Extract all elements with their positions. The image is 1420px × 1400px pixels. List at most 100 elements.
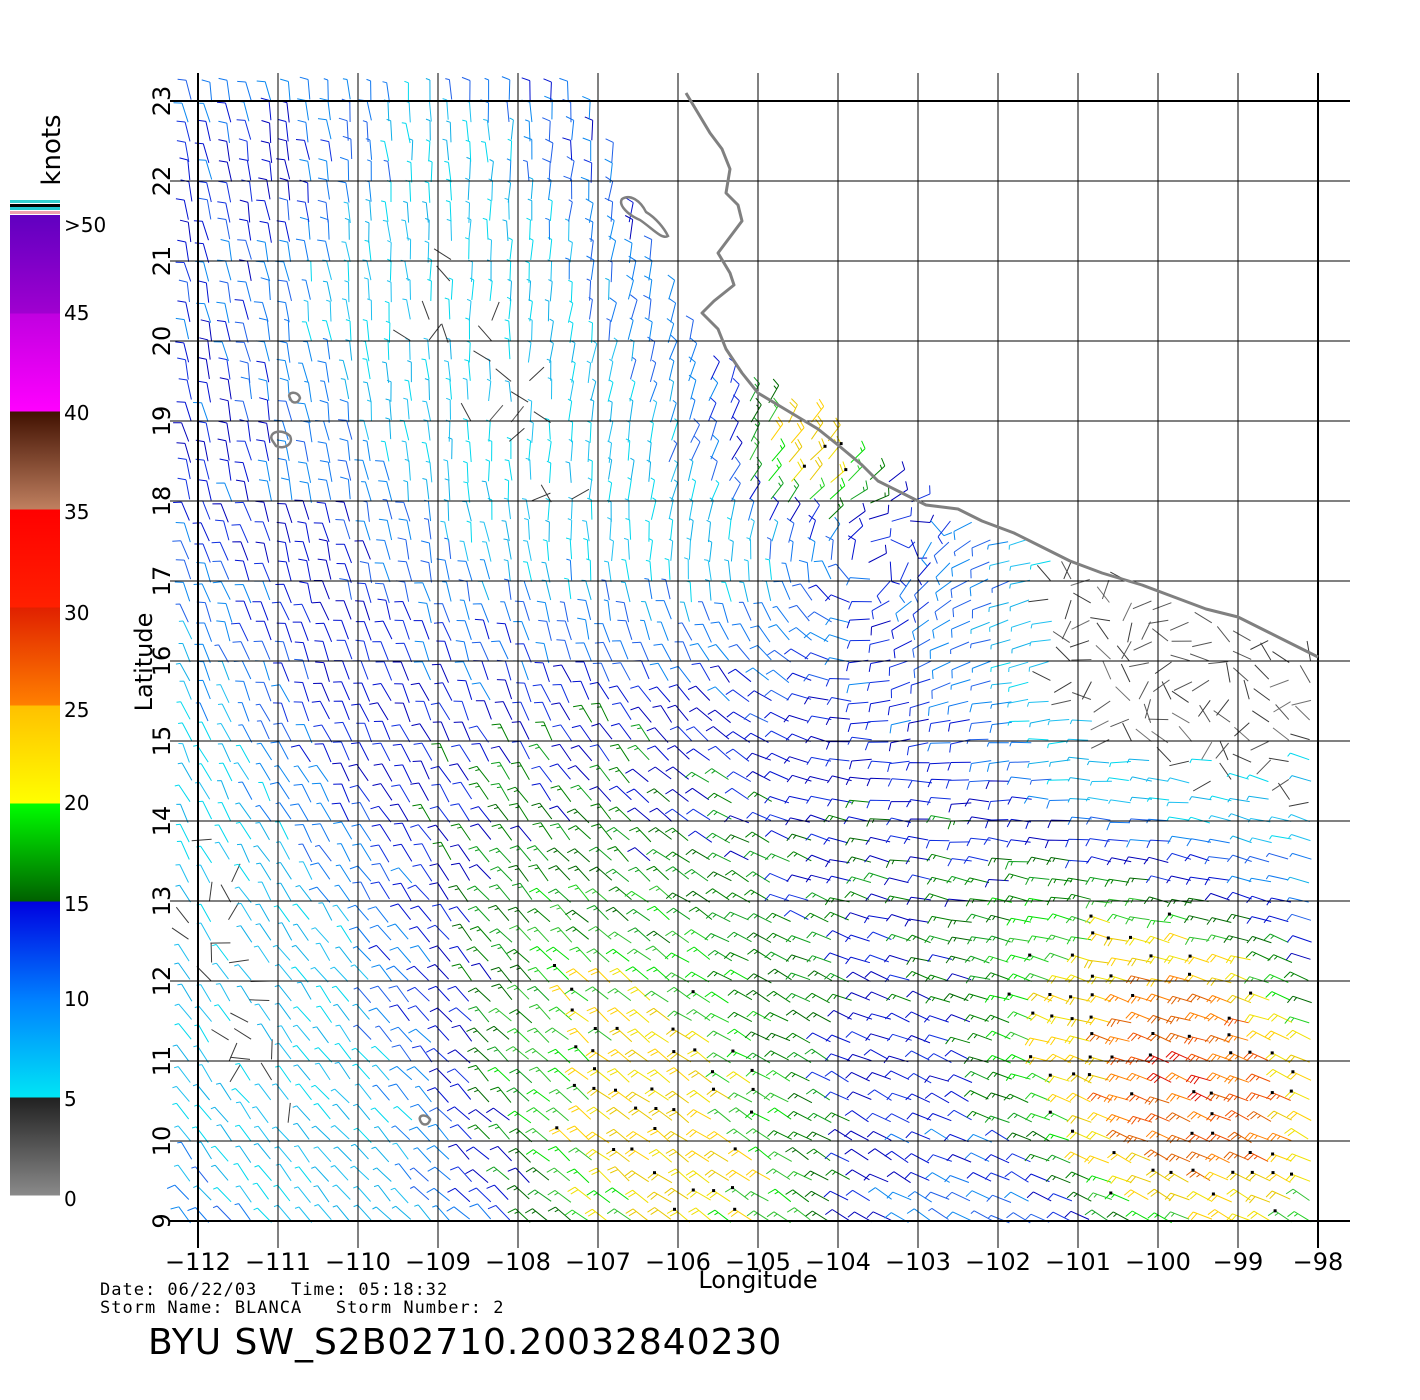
- wind-barb: [295, 439, 309, 462]
- wind-barb: [421, 441, 431, 463]
- wind-barb: [885, 859, 910, 869]
- wind-barb: [372, 1167, 392, 1182]
- lat-tick-label: 19: [148, 406, 176, 437]
- wind-barb: [414, 1085, 432, 1103]
- rain-flag: [1191, 1168, 1195, 1172]
- wind-barb: [648, 885, 673, 900]
- legend-label: 25: [64, 698, 89, 722]
- wind-barb: [1246, 795, 1269, 801]
- wind-barb: [647, 1048, 671, 1063]
- wind-barb: [489, 1145, 512, 1162]
- wind-barb: [269, 781, 290, 800]
- wind-barb: [1165, 1134, 1191, 1144]
- wind-barb: [691, 662, 711, 681]
- wind-barb: [845, 799, 870, 809]
- wind-barb: [825, 678, 850, 687]
- wind-barb: [1144, 699, 1151, 719]
- wind-barb: [926, 876, 952, 885]
- wind-barb: [397, 560, 413, 582]
- wind-barb: [786, 1110, 812, 1122]
- wind-barb: [1266, 1092, 1291, 1101]
- wind-barb: [339, 578, 352, 600]
- wind-barb: [1064, 1035, 1090, 1045]
- wind-barb: [355, 639, 370, 661]
- wind-barb: [359, 561, 372, 584]
- wind-barb: [351, 703, 370, 722]
- wind-barb: [1051, 699, 1072, 706]
- wind-barb: [255, 340, 270, 362]
- wind-barb: [586, 1068, 611, 1082]
- wind-barb: [743, 850, 769, 860]
- wind-barb: [484, 77, 490, 100]
- wind-barb: [766, 537, 772, 560]
- wind-barb: [296, 200, 310, 222]
- wind-barb: [291, 944, 310, 962]
- wind-barb: [786, 517, 795, 543]
- wind-barb: [772, 605, 790, 623]
- wind-barb: [668, 496, 674, 520]
- wind-barb: [541, 561, 551, 583]
- wind-barb: [510, 825, 532, 842]
- wind-barb: [764, 951, 790, 962]
- wind-barb: [983, 955, 1009, 964]
- wind-barb: [506, 984, 530, 1000]
- wind-barb: [480, 141, 489, 163]
- wind-barb: [330, 1088, 350, 1104]
- wind-barb: [805, 735, 831, 744]
- wind-barb: [563, 577, 572, 600]
- wind-barb: [405, 179, 412, 202]
- wind-barb: [217, 201, 231, 223]
- wind-barb: [521, 77, 531, 101]
- wind-barb: [1185, 1053, 1211, 1063]
- wind-barb: [1216, 626, 1231, 643]
- wind-barb: [798, 559, 810, 583]
- wind-barb: [413, 742, 433, 761]
- wind-barb: [764, 853, 790, 862]
- wind-barb: [767, 649, 791, 663]
- wind-barb: [709, 415, 718, 441]
- wind-barb: [372, 742, 391, 762]
- wind-barb: [515, 643, 532, 663]
- wind-barb: [387, 258, 392, 281]
- wind-barb: [1147, 1014, 1172, 1024]
- wind-barb: [904, 1011, 930, 1021]
- wind-barb: [546, 847, 570, 862]
- wind-barb: [474, 618, 490, 640]
- wind-barb: [688, 356, 696, 382]
- wind-barb: [277, 300, 290, 323]
- wind-barb: [276, 862, 292, 880]
- wind-barb: [457, 679, 473, 700]
- wind-barb: [556, 639, 572, 660]
- wind-barb: [255, 541, 270, 563]
- wind-barb: [729, 539, 734, 562]
- wind-barb: [1226, 662, 1231, 683]
- wind-barb: [582, 95, 591, 120]
- wind-barb: [310, 1084, 330, 1100]
- wind-barb: [1086, 760, 1110, 766]
- wind-barb: [292, 903, 310, 920]
- wind-barb: [1189, 758, 1212, 764]
- wind-barb: [1246, 1030, 1271, 1041]
- wind-barb: [808, 514, 816, 540]
- wind-barb: [904, 918, 929, 927]
- wind-barb: [1204, 1034, 1230, 1044]
- wind-barb: [1129, 776, 1152, 782]
- wind-barb: [587, 477, 593, 500]
- rain-flag: [1070, 953, 1074, 957]
- wind-barb: [1029, 560, 1051, 570]
- lon-tick-label: −104: [805, 1248, 871, 1276]
- wind-barb: [950, 679, 971, 690]
- wind-barb: [632, 660, 650, 680]
- wind-barb: [863, 1173, 889, 1183]
- wind-barb: [316, 501, 331, 523]
- wind-barb: [298, 843, 313, 863]
- wind-barb: [378, 480, 393, 502]
- wind-barb: [279, 377, 290, 401]
- rain-flag: [572, 1083, 576, 1087]
- wind-barb: [985, 1030, 1011, 1040]
- wind-barb: [519, 580, 531, 601]
- wind-barb: [465, 1169, 489, 1183]
- wind-barb: [510, 405, 524, 423]
- wind-barb: [255, 804, 272, 822]
